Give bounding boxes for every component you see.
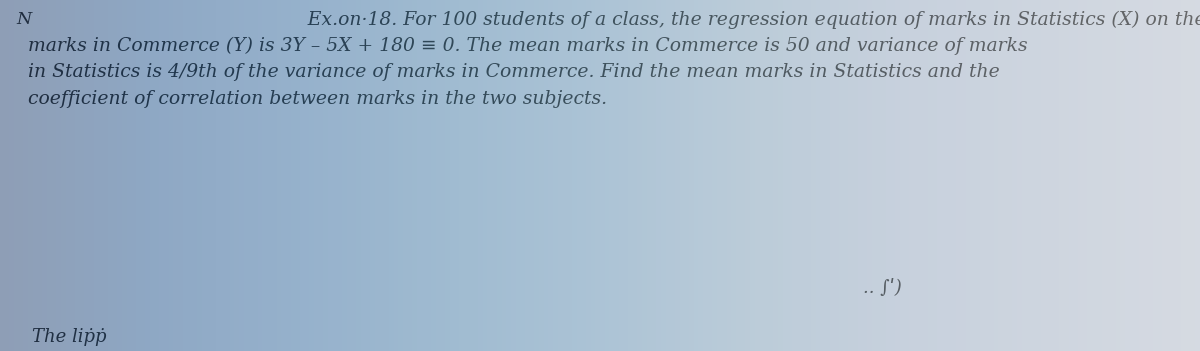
Text: N: N (17, 11, 32, 27)
Text: Ex.on·18. For 100 students of a class, the regression equation of marks in Stati: Ex.on·18. For 100 students of a class, t… (28, 11, 1200, 107)
Text: The liṗṗ: The liṗṗ (32, 328, 107, 346)
Text: .. ∫ˈ): .. ∫ˈ) (863, 279, 901, 297)
